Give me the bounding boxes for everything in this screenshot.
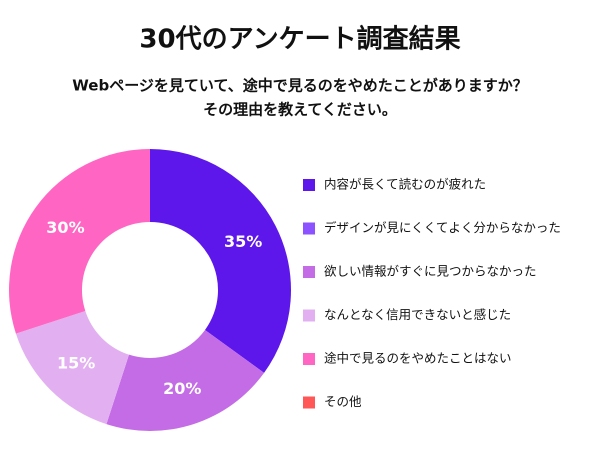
donut-slice <box>15 311 129 425</box>
legend-swatch <box>303 353 315 365</box>
legend-swatch <box>303 396 315 409</box>
legend-label: 内容が長くて読むのが疲れた <box>324 177 486 192</box>
legend-label: 途中で見るのをやめたことはない <box>324 351 512 366</box>
legend-label: その他 <box>324 394 362 409</box>
legend-label: なんとなく信用できないと感じた <box>324 307 511 322</box>
chart-title: 30代のアンケート調査結果 <box>139 24 460 55</box>
legend-swatch <box>303 266 315 278</box>
data-label: 15% <box>57 353 95 372</box>
data-label: 20% <box>163 379 201 398</box>
legend-swatch <box>303 222 315 235</box>
donut-slice <box>150 149 291 373</box>
chart-subtitle: その理由を教えてください。 <box>203 101 397 119</box>
chart-subtitle: Webページを見ていて、途中で見るのをやめたことがありますか？ <box>72 77 527 95</box>
donut-slice <box>106 329 265 431</box>
legend-swatch <box>303 179 315 191</box>
legend-label: 欲しい情報がすぐに見つからなかった <box>324 264 537 279</box>
legend-label: デザインが見にくくてよく分からなかった <box>324 220 561 235</box>
data-label: 35% <box>224 232 262 251</box>
data-label: 30% <box>46 218 84 237</box>
donut-slice <box>8 149 151 334</box>
legend-swatch <box>303 309 315 322</box>
